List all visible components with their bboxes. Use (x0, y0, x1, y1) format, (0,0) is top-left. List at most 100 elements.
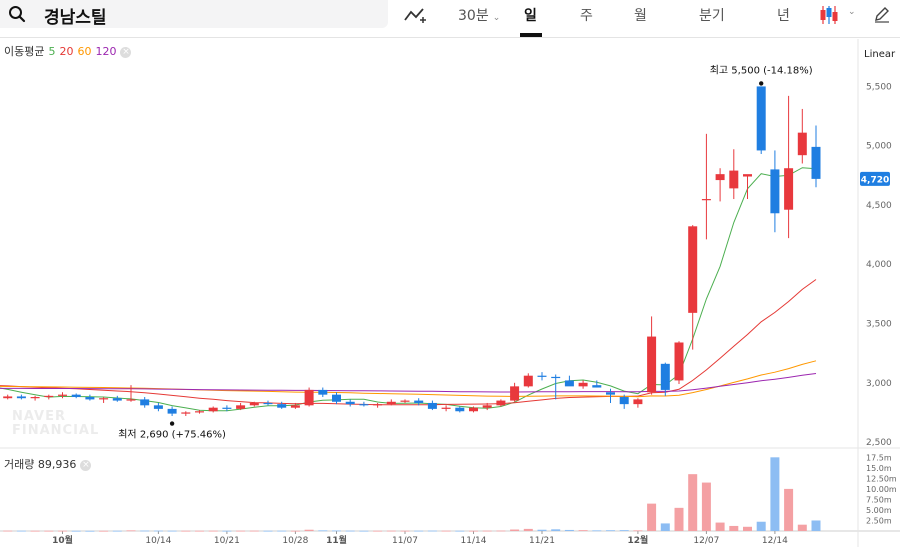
candle-type-select[interactable]: ⌄ (818, 4, 858, 26)
candle-body (756, 86, 766, 151)
candle-body (30, 397, 40, 399)
candle-body (16, 396, 26, 399)
tab-quarter[interactable]: 분기 (699, 8, 725, 24)
x-tick-label: 11/14 (461, 536, 487, 546)
volume-bar (510, 529, 520, 531)
tab-week[interactable]: 주 (580, 8, 593, 24)
candle-body (427, 402, 437, 409)
candle-body (290, 405, 300, 408)
volume-tick-label: 2.50m (866, 516, 892, 525)
volume-bar (126, 530, 136, 532)
ma-period-20: 20 (59, 45, 74, 58)
pencil-icon[interactable] (873, 5, 891, 23)
candle-body (647, 336, 657, 393)
candle-body (510, 386, 520, 401)
volume-bar (469, 530, 478, 532)
volume-bar (441, 530, 451, 532)
watermark-text: NAVER (12, 409, 66, 424)
candle-body (715, 174, 725, 181)
ma-period-60: 60 (77, 45, 92, 58)
volume-bar (373, 530, 383, 532)
volume-bar (647, 503, 657, 531)
volume-bar (208, 530, 218, 532)
search-icon[interactable] (8, 5, 26, 23)
moving-average-legend: 이동평균 5 20 60 120 × (4, 43, 135, 59)
price-tick-label: 3,500 (866, 320, 892, 330)
ma-period-5: 5 (48, 45, 56, 58)
candle-body (373, 404, 383, 406)
volume-legend-title: 거래량 (4, 458, 35, 471)
volume-bar (140, 530, 150, 532)
volume-bar (770, 457, 780, 531)
ma-period-120: 120 (95, 45, 117, 58)
candle-body (811, 146, 821, 179)
indicator-add-icon[interactable] (404, 6, 428, 24)
price-tick-label: 4,500 (866, 201, 892, 211)
low-marker (169, 421, 175, 426)
candle-body (496, 400, 506, 406)
volume-bar (756, 521, 766, 531)
tab-year[interactable]: 년 (777, 8, 790, 24)
x-tick-label: 12월 (627, 534, 648, 546)
interval-label: 30분 (458, 8, 489, 24)
active-tab-indicator (520, 33, 542, 37)
volume-bar (537, 529, 547, 531)
volume-bar (564, 529, 574, 531)
scale-type-label[interactable]: Linear (864, 49, 896, 60)
volume-bar (427, 530, 437, 532)
candle-body (71, 394, 81, 398)
close-icon[interactable]: × (120, 46, 132, 58)
candle-body (58, 394, 67, 396)
tab-month[interactable]: 월 (634, 8, 647, 24)
tab-day[interactable]: 일 (524, 8, 537, 24)
stock-search-box[interactable]: 경남스틸 (0, 0, 388, 28)
candle-body (688, 226, 698, 313)
candle-body (770, 169, 780, 214)
volume-bar (71, 530, 81, 532)
price-tick-label: 2,500 (866, 438, 892, 448)
volume-tick-label: 5.00m (866, 506, 892, 515)
volume-bar (660, 523, 670, 531)
volume-bar (715, 522, 725, 531)
close-icon[interactable]: × (80, 459, 92, 471)
volume-bar (797, 524, 807, 531)
candle-body (469, 407, 478, 412)
candle-body (140, 399, 150, 406)
volume-bar (414, 530, 424, 532)
high-marker (759, 81, 764, 86)
volume-bar (743, 526, 752, 531)
candle-body (441, 407, 451, 409)
volume-legend: 거래량 89,936 × (4, 456, 92, 472)
x-tick-label: 11/07 (392, 536, 418, 546)
candle-body (564, 380, 574, 387)
volume-bar (112, 530, 122, 532)
x-tick-label: 10월 (52, 534, 73, 546)
candle-body (277, 404, 287, 408)
candle-body (386, 401, 396, 405)
candle-body (660, 363, 670, 390)
chevron-down-icon: ⌄ (492, 13, 501, 23)
volume-bar (701, 482, 711, 531)
candle-body (619, 397, 629, 405)
volume-bar (578, 530, 588, 531)
interval-select[interactable]: 30분 ⌄ (458, 5, 500, 25)
candle-body (537, 375, 547, 377)
candle-body (633, 399, 643, 405)
candle-body (263, 402, 273, 405)
candle-body (523, 375, 533, 387)
volume-bar (181, 530, 191, 532)
volume-bar (551, 529, 561, 531)
price-tick-label: 5,500 (866, 82, 892, 92)
volume-tick-label: 12.50m (866, 474, 897, 483)
volume-bar (606, 530, 615, 532)
current-price-badge (860, 171, 890, 186)
x-tick-label: 12/07 (693, 536, 719, 546)
volume-bar (44, 530, 54, 532)
volume-bar (30, 530, 40, 532)
stock-name[interactable]: 경남스틸 (44, 8, 107, 28)
volume-bar (153, 530, 163, 532)
volume-bar (592, 530, 602, 532)
volume-bar (332, 530, 341, 532)
candle-body (414, 400, 424, 403)
